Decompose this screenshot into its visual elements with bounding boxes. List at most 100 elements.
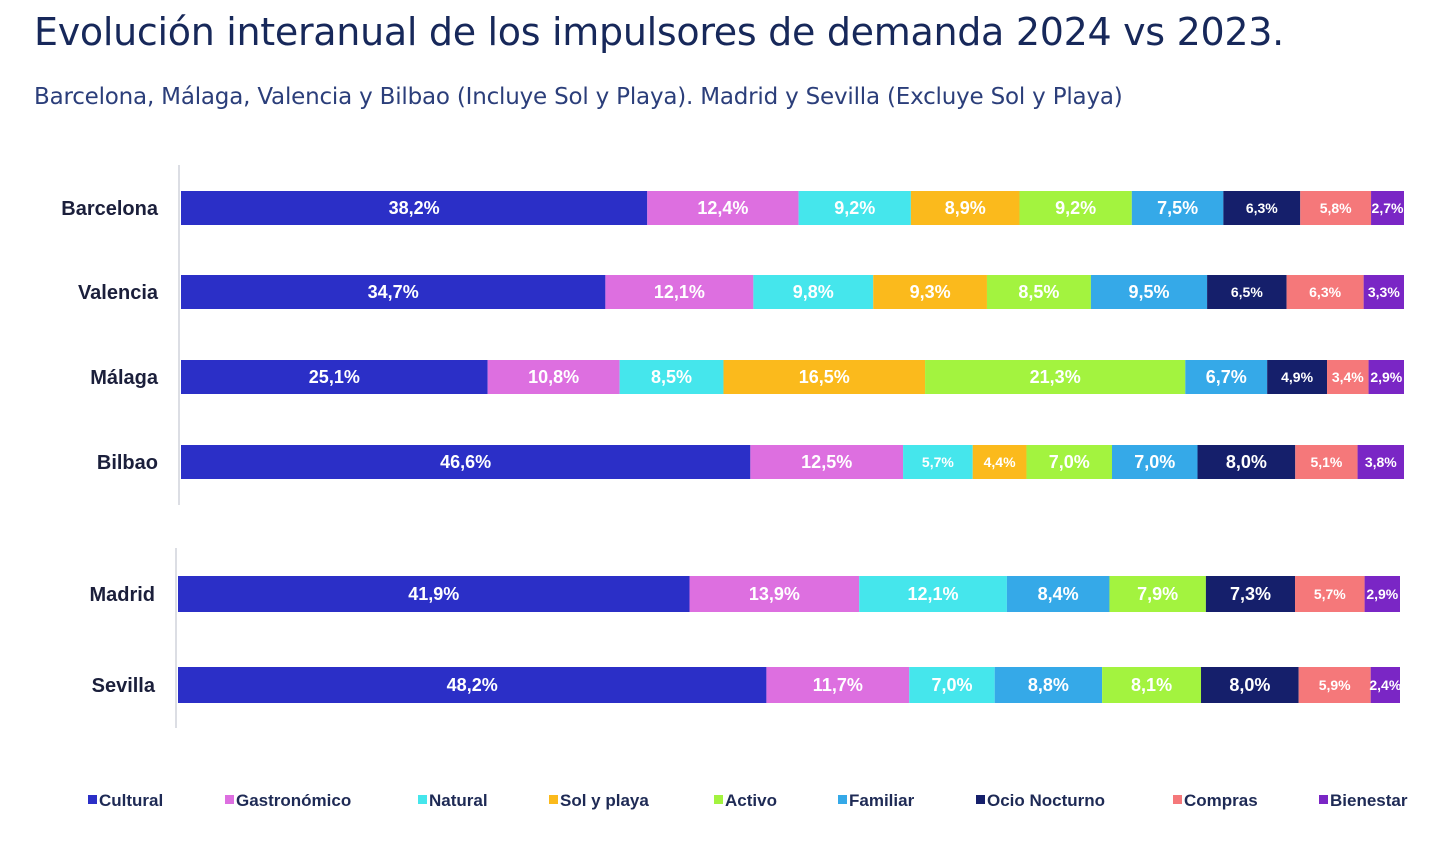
bar-madrid-ocio-nocturno	[1205, 576, 1296, 612]
legend-label-ocio-nocturno: Ocio Nocturno	[987, 791, 1105, 810]
legend-swatch-compras	[1173, 795, 1182, 804]
data-label-barcelona-ocio-nocturno: 6,3%	[1246, 200, 1278, 216]
bar-madrid-natural	[859, 576, 1007, 612]
data-label-valencia-cultural: 34,7%	[368, 282, 419, 302]
bar-barcelona-cultural	[181, 191, 648, 225]
legend-label-cultural: Cultural	[99, 791, 163, 810]
data-label-valencia-bienestar: 3,3%	[1368, 284, 1400, 300]
legend-swatch-activo	[714, 795, 723, 804]
bar-bilbao-activo	[1026, 445, 1112, 479]
bar-bilbao-familiar	[1111, 445, 1198, 479]
bar-malaga-familiar	[1185, 360, 1268, 394]
bar-barcelona-natural	[798, 191, 911, 225]
chart-subtitle: Barcelona, Málaga, Valencia y Bilbao (In…	[34, 84, 1123, 110]
bar-sevilla-ocio-nocturno	[1201, 667, 1299, 703]
data-label-sevilla-gastronomico: 11,7%	[813, 675, 863, 695]
data-label-madrid-ocio-nocturno: 7,3%	[1230, 584, 1271, 604]
bar-valencia-natural	[753, 275, 874, 309]
data-label-bilbao-ocio-nocturno: 8,0%	[1226, 452, 1267, 472]
data-label-malaga-ocio-nocturno: 4,9%	[1281, 369, 1313, 385]
bar-barcelona-gastronomico	[647, 191, 799, 225]
legend-swatch-bienestar	[1319, 795, 1328, 804]
bar-bilbao-bienestar	[1357, 445, 1404, 479]
legend-label-gastronomico: Gastronómico	[236, 791, 351, 810]
bar-bilbao-ocio-nocturno	[1197, 445, 1296, 479]
bar-madrid-familiar	[1006, 576, 1110, 612]
data-label-barcelona-natural: 9,2%	[834, 198, 875, 218]
data-label-sevilla-natural: 7,0%	[931, 675, 972, 695]
data-label-valencia-gastronomico: 12,1%	[654, 282, 705, 302]
data-label-valencia-ocio-nocturno: 6,5%	[1231, 284, 1263, 300]
category-label-bilbao: Bilbao	[97, 452, 158, 474]
bar-malaga-sol-y-playa	[723, 360, 926, 394]
data-label-barcelona-sol-y-playa: 8,9%	[945, 198, 986, 218]
legend-swatch-sol-y-playa	[549, 795, 558, 804]
bar-sevilla-natural	[909, 667, 995, 703]
legend-label-compras: Compras	[1184, 791, 1258, 810]
bar-bilbao-natural	[903, 445, 973, 479]
bar-valencia-gastronomico	[605, 275, 754, 309]
chart-title: Evolución interanual de los impulsores d…	[34, 10, 1284, 54]
bar-malaga-ocio-nocturno	[1267, 360, 1328, 394]
data-label-bilbao-natural: 5,7%	[922, 454, 954, 470]
bar-malaga-bienestar	[1368, 360, 1404, 394]
data-label-bilbao-activo: 7,0%	[1049, 452, 1090, 472]
data-label-madrid-activo: 7,9%	[1137, 584, 1178, 604]
data-label-sevilla-compras: 5,9%	[1319, 677, 1351, 693]
data-label-bilbao-bienestar: 3,8%	[1365, 454, 1397, 470]
bar-barcelona-familiar	[1131, 191, 1224, 225]
chart-panel-1: Barcelona 38,2% 12,4% 9,2% 8,9% 9,2% 7,5% 6,3% 5…	[61, 165, 1404, 505]
bar-malaga-activo	[925, 360, 1186, 394]
bar-malaga-compras	[1327, 360, 1369, 394]
bar-valencia-activo	[986, 275, 1091, 309]
data-label-valencia-activo: 8,5%	[1018, 282, 1059, 302]
data-label-valencia-familiar: 9,5%	[1128, 282, 1169, 302]
data-label-barcelona-compras: 5,8%	[1320, 200, 1352, 216]
data-label-malaga-natural: 8,5%	[651, 367, 692, 387]
data-label-sevilla-bienestar: 2,4%	[1369, 677, 1401, 693]
legend-label-familiar: Familiar	[849, 791, 915, 810]
bar-sevilla-cultural	[178, 667, 767, 703]
data-label-barcelona-familiar: 7,5%	[1157, 198, 1198, 218]
bar-sevilla-activo	[1102, 667, 1202, 703]
data-label-sevilla-ocio-nocturno: 8,0%	[1229, 675, 1270, 695]
category-label-sevilla: Sevilla	[92, 675, 156, 697]
data-label-malaga-compras: 3,4%	[1332, 369, 1364, 385]
bar-bilbao-sol-y-playa	[972, 445, 1027, 479]
bar-barcelona-bienestar	[1371, 191, 1404, 225]
bar-sevilla-bienestar	[1370, 667, 1400, 703]
legend-label-natural: Natural	[429, 791, 488, 810]
legend-swatch-ocio-nocturno	[976, 795, 985, 804]
bar-valencia-familiar	[1090, 275, 1208, 309]
data-label-bilbao-familiar: 7,0%	[1134, 452, 1175, 472]
bar-barcelona-compras	[1300, 191, 1372, 225]
bar-madrid-activo	[1109, 576, 1206, 612]
data-label-valencia-sol-y-playa: 9,3%	[910, 282, 951, 302]
data-label-malaga-sol-y-playa: 16,5%	[799, 367, 850, 387]
bar-sevilla-familiar	[994, 667, 1103, 703]
bar-bilbao-cultural	[181, 445, 751, 479]
bar-barcelona-sol-y-playa	[910, 191, 1020, 225]
category-label-barcelona: Barcelona	[61, 198, 159, 220]
data-label-malaga-activo: 21,3%	[1030, 367, 1081, 387]
data-label-sevilla-cultural: 48,2%	[447, 675, 498, 695]
category-label-madrid: Madrid	[89, 584, 155, 606]
legend-label-sol-y-playa: Sol y playa	[560, 791, 649, 810]
data-label-sevilla-familiar: 8,8%	[1028, 675, 1069, 695]
chart-panel-2: Madrid 41,9% 13,9% 12,1% 8,4% 7,9% 7,3% 5,7% 2,9…	[89, 548, 1402, 728]
data-label-valencia-natural: 9,8%	[793, 282, 834, 302]
legend: Cultural Gastronómico Natural Sol y playa Ac…	[88, 791, 1408, 810]
data-label-madrid-gastronomico: 13,9%	[749, 584, 800, 604]
legend-swatch-natural	[418, 795, 427, 804]
bar-sevilla-compras	[1298, 667, 1371, 703]
data-label-madrid-natural: 12,1%	[908, 584, 959, 604]
bar-valencia-sol-y-playa	[873, 275, 987, 309]
data-label-bilbao-sol-y-playa: 4,4%	[984, 454, 1016, 470]
data-label-malaga-gastronomico: 10,8%	[528, 367, 579, 387]
bar-valencia-bienestar	[1363, 275, 1404, 309]
data-label-bilbao-compras: 5,1%	[1310, 454, 1342, 470]
data-label-barcelona-bienestar: 2,7%	[1372, 200, 1404, 216]
bar-barcelona-activo	[1019, 191, 1132, 225]
data-label-barcelona-activo: 9,2%	[1055, 198, 1096, 218]
legend-label-bienestar: Bienestar	[1330, 791, 1408, 810]
